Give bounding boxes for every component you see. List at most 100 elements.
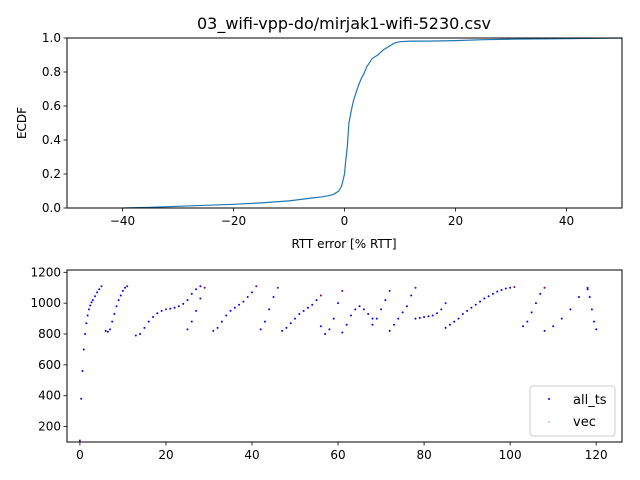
data-point (358, 305, 361, 308)
x-tick-label: −40 (110, 214, 135, 228)
y-tick-label: 400 (38, 389, 61, 403)
data-point (410, 294, 413, 297)
data-point (302, 309, 305, 312)
data-point (590, 308, 593, 311)
data-point (539, 292, 542, 295)
data-point (242, 300, 245, 303)
data-point (560, 317, 563, 320)
data-point (461, 312, 464, 315)
data-point (392, 323, 395, 326)
timeseries-x-ticks: 0 20 40 60 80 100 120 (76, 442, 608, 462)
data-point (474, 303, 477, 306)
chart-title: 03_wifi-vpp-do/mirjak1-wifi-5230.csv (197, 14, 491, 34)
y-tick-label: 1000 (30, 296, 61, 310)
data-point (96, 291, 99, 294)
data-point (165, 308, 167, 310)
ecdf-x-axis-label: RTT error [% RTT] (291, 237, 396, 251)
data-point (436, 312, 438, 315)
data-point (251, 291, 253, 294)
legend-marker-all-ts (548, 398, 550, 400)
data-point (530, 311, 533, 314)
timeseries-axes-frame (66, 269, 623, 443)
data-point (113, 312, 116, 315)
data-point (106, 330, 109, 333)
timeseries-y-ticks: 200 400 600 800 1000 1200 (30, 265, 67, 434)
data-point (93, 295, 96, 298)
data-point (319, 325, 322, 328)
data-point (552, 325, 555, 328)
data-point (147, 320, 150, 323)
ecdf-axes-frame (66, 37, 623, 209)
data-point (263, 320, 266, 323)
data-point (124, 286, 127, 289)
data-point (281, 329, 284, 332)
data-point (328, 328, 331, 331)
data-point (595, 328, 598, 331)
data-point (593, 320, 596, 323)
data-point (277, 287, 279, 289)
data-point (190, 320, 193, 323)
data-point (84, 333, 87, 336)
data-point (229, 309, 232, 312)
data-point (466, 309, 469, 312)
ecdf-y-ticks: 0.0 0.2 0.4 0.6 0.8 1.0 (42, 31, 67, 215)
data-point (500, 289, 503, 292)
data-point (496, 290, 499, 293)
data-point (513, 286, 515, 288)
data-point (444, 326, 447, 329)
data-point (371, 317, 374, 320)
data-point (341, 331, 344, 334)
data-point (80, 397, 83, 400)
data-point (543, 329, 546, 332)
data-point (453, 320, 456, 323)
x-tick-label: −20 (221, 214, 246, 228)
y-tick-label: 0.8 (42, 65, 61, 79)
y-tick-label: 0.2 (42, 167, 61, 181)
data-point (117, 299, 120, 302)
x-tick-label: 20 (448, 214, 463, 228)
data-point (483, 297, 486, 300)
data-point (272, 295, 275, 298)
y-tick-label: 0.0 (42, 201, 61, 215)
data-point (109, 328, 112, 331)
data-point (216, 326, 219, 329)
data-point (169, 307, 172, 310)
data-point (586, 288, 589, 291)
data-point (349, 314, 352, 317)
data-point (414, 287, 416, 289)
data-point (79, 439, 81, 441)
data-point (238, 303, 241, 306)
data-point (298, 312, 301, 315)
ecdf-series (122, 37, 623, 209)
data-point (587, 287, 589, 289)
data-point (177, 305, 180, 308)
data-point (389, 290, 391, 292)
ecdf-x-ticks: −40 −20 0 20 40 (110, 208, 574, 228)
timeseries-points (78, 285, 598, 442)
data-point (522, 325, 525, 328)
x-tick-label: 120 (585, 448, 608, 462)
data-point (367, 312, 370, 315)
data-point (470, 306, 473, 309)
data-point (491, 292, 494, 295)
series-vec (79, 285, 589, 441)
x-tick-label: 100 (499, 448, 522, 462)
data-point (504, 287, 507, 290)
data-point (414, 317, 417, 320)
data-point (186, 328, 189, 331)
data-point (89, 304, 92, 307)
data-point (544, 287, 546, 289)
data-point (311, 303, 314, 306)
legend-label-all-ts: all_ts (573, 393, 607, 408)
data-point (306, 306, 309, 309)
data-point (401, 311, 404, 314)
data-point (337, 302, 340, 305)
x-tick-label: 0 (341, 214, 349, 228)
data-point (199, 297, 202, 300)
data-point (119, 294, 122, 297)
data-point (199, 285, 202, 288)
data-point (487, 295, 490, 298)
data-point (397, 317, 400, 320)
data-point (98, 288, 101, 291)
